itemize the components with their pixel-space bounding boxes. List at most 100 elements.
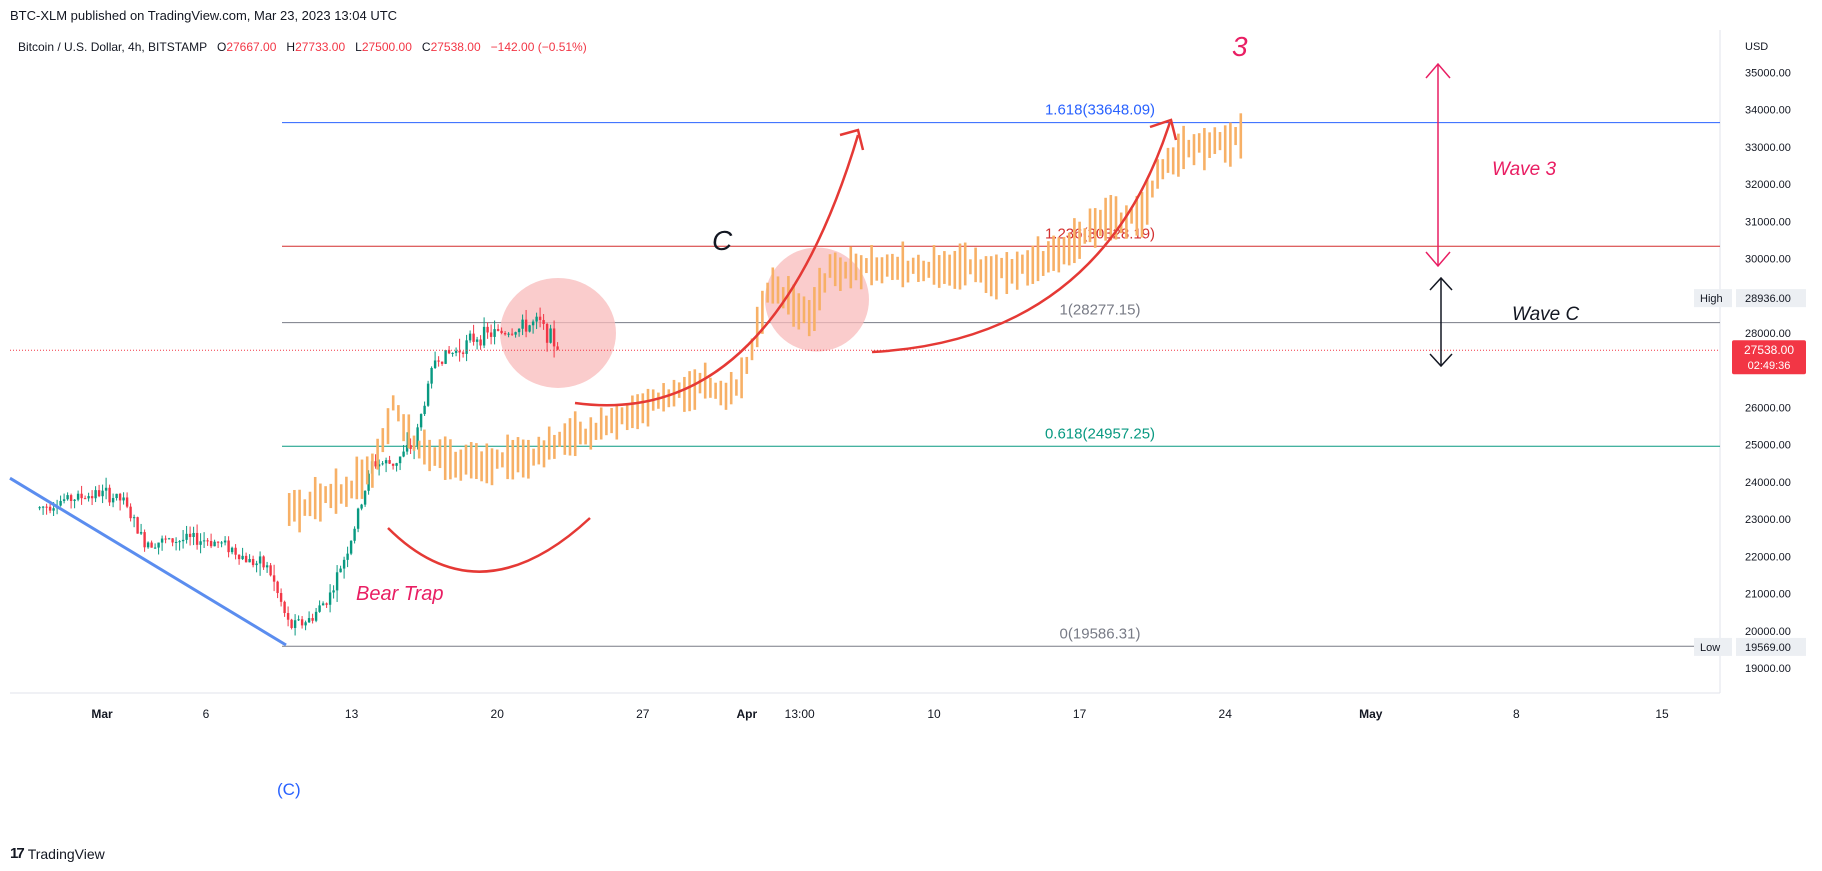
candle-body [80,493,83,499]
projection-bar [755,306,759,348]
candle-body [290,619,293,628]
projection-bar [1213,127,1217,154]
candle-body [398,456,402,464]
candle-body [262,556,265,568]
trendline [9,476,287,647]
candle-body [216,541,220,543]
wave3-arrow-head-bottom [1425,251,1451,268]
candle-body [66,495,69,500]
projection-bar [969,259,972,275]
candle-body [227,540,230,553]
candle-body [419,414,423,428]
candle-body [220,542,223,544]
candle-body [192,532,195,538]
projection-bar [896,256,899,280]
projection-bar [417,440,421,459]
projection-bar [501,452,504,468]
candle-body [115,493,118,499]
candle-body [118,493,122,501]
projection-bar [480,451,483,482]
projection-bar [802,296,806,324]
candle-body [475,339,479,342]
candle-body [374,461,377,467]
high-tag-label: High [1700,293,1723,305]
projection-bar [1125,205,1128,239]
projection-bar [677,382,681,398]
candle-body [535,316,538,322]
projection-bar [735,379,738,396]
projection-bar [1052,235,1055,271]
projection-bar [1067,232,1071,266]
projection-bar [1057,237,1061,273]
y-tick-label: 30000.00 [1745,254,1791,266]
symbol-name[interactable]: Bitcoin / U.S. Dollar, 4h, BITSTAMP [18,40,207,54]
x-tick-label: 24 [1219,707,1233,721]
candle-body [213,541,216,547]
projection-bar [537,436,541,465]
projection-bar [485,443,489,484]
projection-bar [402,414,405,442]
candle-body [346,553,349,560]
candle-body [132,517,136,519]
projection-bar [1047,241,1050,273]
candle-body [206,540,209,542]
candle-body [517,328,521,333]
fib-levels: 1.618(33648.09)1.236(30328.19)1(28277.15… [282,102,1720,647]
candle-body [244,555,248,563]
candle-body [423,405,426,415]
price-axis[interactable]: USD 19000.00 20000.00 21000.00 22000.00 23000… [1694,41,1806,675]
c-paren-label: (C) [277,780,301,799]
projection-bar [698,372,702,394]
candle-body [286,613,290,620]
candle-body [234,547,237,555]
projection-bar [558,431,561,448]
candle-body [265,565,269,568]
candle-body [269,565,272,576]
candle-body [251,559,255,566]
y-tick-label: 23000.00 [1745,514,1791,526]
projection-bar [1104,197,1107,241]
candle-body [430,367,433,384]
candle-body [122,497,125,501]
high-value-bg [1736,289,1806,308]
tradingview-logo-icon: 17 [10,845,25,862]
projection-bar [719,380,723,406]
candle-body [237,554,241,560]
projection-bar [849,246,853,289]
candle-body [377,464,381,467]
projection-bar [807,300,811,337]
candle-body [153,547,157,549]
x-tick-label: 10 [927,707,941,721]
projection-bar [641,393,645,424]
low-label: L [355,40,362,54]
projection-bar [745,356,749,374]
projection-bar [454,451,457,478]
projection-bar [449,439,452,480]
projection-bars [287,113,1243,533]
projection-bar [469,442,473,479]
candle-body [545,324,549,343]
projection-bar [885,254,889,277]
projection-bar [423,429,426,465]
projection-bar [433,447,437,466]
last-price-value: 27538.00 [1744,343,1794,357]
time-axis[interactable]: Mar 6 13 20 27 Apr 13:00 10 17 24 May 8 15 [91,707,1669,721]
candle-body [283,601,286,614]
candle-body [69,495,73,501]
projection-bar [750,338,754,361]
candle-body [356,508,360,529]
candle-body [41,506,45,508]
projection-bar [854,253,858,281]
candle-body [468,333,472,341]
projection-bar [1073,218,1076,264]
candle-body [178,541,181,543]
projection-bar [948,254,951,286]
candle-body [150,542,153,548]
projection-bar [781,287,785,309]
projection-bar [958,243,962,290]
tradingview-brand[interactable]: 17 TradingView [10,845,105,862]
projection-bar [573,411,577,457]
projection-bar [319,483,322,522]
projection-bar [459,449,463,481]
